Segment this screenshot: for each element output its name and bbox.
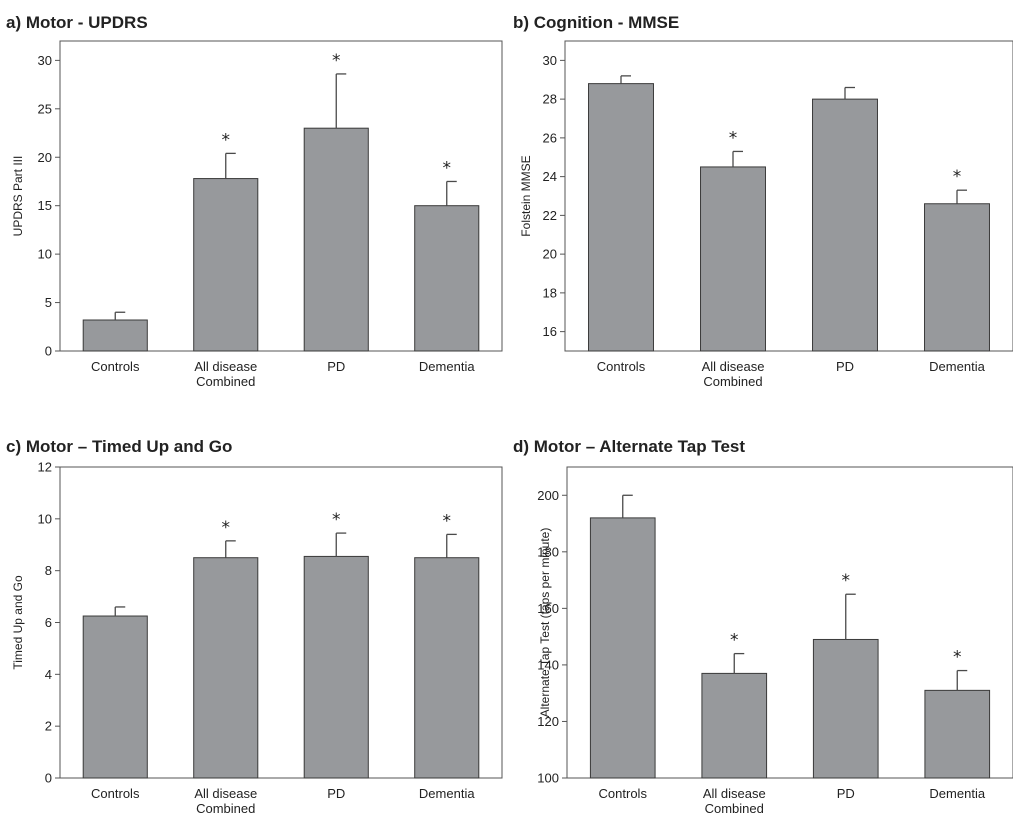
x-tick-label: PD	[327, 786, 345, 801]
y-tick-label: 22	[543, 208, 557, 223]
x-tick-label: Dementia	[929, 359, 985, 374]
y-tick-label: 8	[45, 563, 52, 578]
chart-panel-1: b) Cognition - MMSE 16 18 20 22 24 26 28 30 Folst…	[513, 13, 1013, 389]
bar	[812, 638, 879, 779]
y-tick-label: 16	[543, 324, 557, 339]
significance-marker: *	[332, 510, 341, 530]
y-tick-label: 30	[38, 53, 52, 68]
bar	[82, 615, 148, 779]
chart-title: a) Motor - UPDRS	[6, 13, 148, 32]
plot-frame	[564, 40, 1013, 352]
significance-marker: *	[842, 571, 851, 591]
y-tick-label: 0	[45, 771, 52, 786]
y-tick-label: 10	[38, 247, 52, 262]
significance-marker: *	[730, 631, 739, 651]
plot-frame	[59, 40, 503, 352]
y-tick-label: 28	[543, 92, 557, 107]
significance-marker: *	[332, 51, 341, 71]
bar	[82, 319, 148, 352]
bar	[303, 127, 369, 352]
x-tick-label: Combined	[705, 801, 764, 816]
y-tick-label: 120	[537, 714, 559, 729]
bar	[414, 205, 480, 352]
y-tick-label: 24	[543, 169, 557, 184]
bar	[303, 555, 369, 779]
bar	[588, 83, 654, 352]
chart-title: c) Motor – Timed Up and Go	[6, 437, 232, 456]
y-tick-label: 0	[45, 344, 52, 359]
x-tick-label: Controls	[599, 786, 648, 801]
bar	[700, 166, 766, 352]
chart-panel-2: c) Motor – Timed Up and Go 0 2 4 6 8 10 12 Timed…	[6, 437, 503, 816]
y-tick-label: 200	[537, 488, 559, 503]
x-tick-label: Controls	[91, 786, 140, 801]
x-tick-label: Combined	[703, 374, 762, 389]
bar	[924, 203, 990, 352]
y-tick-label: 2	[45, 719, 52, 734]
bar	[589, 517, 656, 779]
y-tick-label: 20	[38, 150, 52, 165]
chart-panel-0: a) Motor - UPDRS 0 5 10 15 20 25 30 UPDRS Part I…	[6, 13, 503, 389]
y-tick-label: 18	[543, 285, 557, 300]
significance-marker: *	[222, 518, 231, 538]
bar	[812, 98, 878, 352]
chart-title: d) Motor – Alternate Tap Test	[513, 437, 745, 456]
y-tick-label: 10	[38, 511, 52, 526]
y-axis-title: UPDRS Part III	[11, 156, 25, 237]
y-tick-label: 180	[537, 544, 559, 559]
bar	[193, 557, 259, 779]
y-tick-label: 5	[45, 295, 52, 310]
y-tick-label: 15	[38, 198, 52, 213]
x-tick-label: All disease	[702, 359, 765, 374]
x-tick-label: Dementia	[929, 786, 985, 801]
x-tick-label: Dementia	[419, 786, 475, 801]
x-tick-label: All disease	[194, 359, 257, 374]
significance-marker: *	[222, 130, 231, 150]
bar	[193, 178, 259, 352]
y-tick-label: 26	[543, 130, 557, 145]
x-tick-label: Combined	[196, 374, 255, 389]
bar	[414, 557, 480, 779]
y-axis-title: Folstein MMSE	[519, 155, 533, 236]
chart-panel-3: d) Motor – Alternate Tap Test 100 120 140 16…	[513, 437, 1013, 816]
x-tick-label: Dementia	[419, 359, 475, 374]
y-axis-title: Alternate Tap Test (taps per minute)	[538, 528, 552, 718]
y-tick-label: 4	[45, 667, 52, 682]
y-tick-label: 140	[537, 657, 559, 672]
bar	[924, 689, 991, 779]
x-tick-label: PD	[836, 359, 854, 374]
y-tick-label: 20	[543, 247, 557, 262]
x-tick-label: PD	[837, 786, 855, 801]
significance-marker: *	[443, 158, 452, 178]
significance-marker: *	[953, 648, 962, 668]
chart-title: b) Cognition - MMSE	[513, 13, 679, 32]
y-tick-label: 6	[45, 615, 52, 630]
x-tick-label: Combined	[196, 801, 255, 816]
x-tick-label: Controls	[91, 359, 140, 374]
y-tick-label: 12	[38, 460, 52, 475]
x-tick-label: All disease	[703, 786, 766, 801]
y-tick-label: 160	[537, 601, 559, 616]
y-tick-label: 30	[543, 53, 557, 68]
significance-marker: *	[443, 511, 452, 531]
bar	[701, 672, 768, 779]
plot-frame	[566, 466, 1013, 779]
significance-marker: *	[953, 167, 962, 187]
y-tick-label: 25	[38, 101, 52, 116]
x-tick-label: All disease	[194, 786, 257, 801]
x-tick-label: Controls	[597, 359, 646, 374]
y-tick-label: 100	[537, 771, 559, 786]
y-axis-title: Timed Up and Go	[11, 575, 25, 670]
significance-marker: *	[729, 128, 738, 148]
x-tick-label: PD	[327, 359, 345, 374]
